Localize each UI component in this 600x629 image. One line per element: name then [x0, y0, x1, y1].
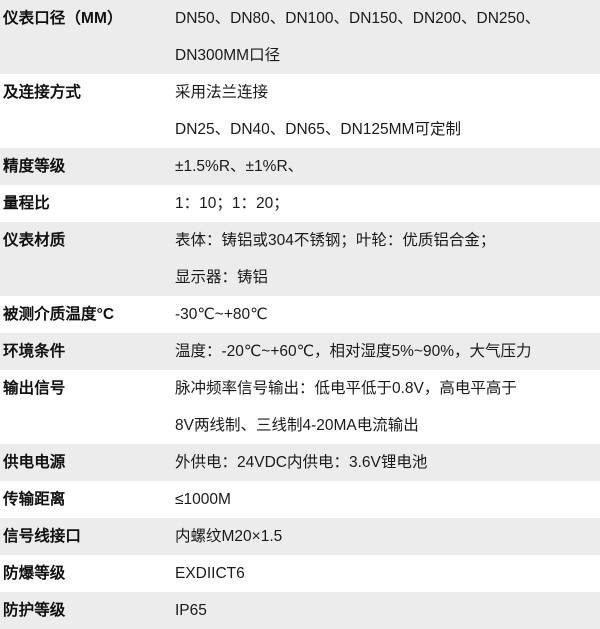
table-row: 及连接方式 采用法兰连接 DN25、DN40、DN65、DN125MM可定制 — [0, 74, 600, 148]
table-row: 输出信号 脉冲频率信号输出：低电平低于0.8V，高电平高于 8V两线制、三线制4-2… — [0, 370, 600, 444]
spec-label-cell: 信号线接口 — [3, 528, 82, 545]
spec-value-line: DN25、DN40、DN65、DN125MM可定制 — [175, 121, 461, 138]
table-row: 信号线接口 内螺纹M20×1.5 — [0, 518, 600, 555]
spec-label-cell: 输出信号 — [3, 380, 66, 397]
spec-value-line: DN300MM口径 — [175, 47, 281, 64]
spec-label-cell: 及连接方式 — [3, 84, 82, 101]
spec-value-line: ±1.5%R、±1%R、 — [175, 158, 304, 175]
spec-value-cell: IP65 — [175, 592, 600, 629]
spec-value-cell: 脉冲频率信号输出：低电平低于0.8V，高电平高于 8V两线制、三线制4-20MA电… — [175, 370, 600, 444]
table-row: 防护等级 IP65 — [0, 592, 600, 629]
spec-value-line: 1：10；1：20； — [175, 195, 289, 212]
spec-value-line: ≤1000M — [175, 491, 231, 508]
spec-value-cell: -30℃~+80℃ — [175, 296, 600, 333]
table-row: 精度等级 ±1.5%R、±1%R、 — [0, 148, 600, 185]
spec-value-cell: 外供电：24VDC内供电：3.6V锂电池 — [175, 444, 600, 481]
spec-label-cell: 防爆等级 — [3, 565, 66, 582]
table-row: 供电电源 外供电：24VDC内供电：3.6V锂电池 — [0, 444, 600, 481]
spec-label-cell: 供电电源 — [3, 454, 66, 471]
spec-value-cell: 采用法兰连接 DN25、DN40、DN65、DN125MM可定制 — [175, 74, 600, 148]
table-row: 传输距离 ≤1000M — [0, 481, 600, 518]
spec-label-cell: 防护等级 — [3, 602, 66, 619]
table-row: 仪表口径（MM） DN50、DN80、DN100、DN150、DN200、DN25… — [0, 0, 600, 74]
spec-value-line: 外供电：24VDC内供电：3.6V锂电池 — [175, 454, 428, 471]
spec-value-line: 内螺纹M20×1.5 — [175, 528, 283, 545]
spec-label-cell: 量程比 — [3, 195, 50, 212]
table-row: 防爆等级 EXDIICT6 — [0, 555, 600, 592]
spec-value-line: DN50、DN80、DN100、DN150、DN200、DN250、 — [175, 10, 541, 27]
table-row: 量程比 1：10；1：20； — [0, 185, 600, 222]
spec-label-cell: 传输距离 — [3, 491, 66, 508]
spec-value-cell: EXDIICT6 — [175, 555, 600, 592]
spec-label-cell: 仪表口径（MM） — [3, 10, 123, 27]
spec-value-cell: 内螺纹M20×1.5 — [175, 518, 600, 555]
table-row: 仪表材质 表体：铸铝或304不锈钢；叶轮：优质铝合金； 显示器：铸铝 — [0, 222, 600, 296]
spec-value-line: IP65 — [175, 602, 207, 619]
spec-value-line: 脉冲频率信号输出：低电平低于0.8V，高电平高于 — [175, 380, 517, 397]
spec-value-cell: 温度：-20℃~+60℃，相对湿度5%~90%，大气压力 — [175, 333, 600, 370]
table-row: 环境条件 温度：-20℃~+60℃，相对湿度5%~90%，大气压力 — [0, 333, 600, 370]
spec-value-cell: DN50、DN80、DN100、DN150、DN200、DN250、 DN300M… — [175, 0, 600, 74]
spec-label-cell: 仪表材质 — [3, 232, 66, 249]
spec-label-cell: 环境条件 — [3, 343, 66, 360]
spec-value-line: 8V两线制、三线制4-20MA电流输出 — [175, 417, 419, 434]
spec-label-cell: 被测介质温度°C — [3, 306, 115, 323]
spec-value-cell: ±1.5%R、±1%R、 — [175, 148, 600, 185]
spec-value-cell: ≤1000M — [175, 481, 600, 518]
spec-value-line: 采用法兰连接 — [175, 84, 269, 101]
spec-value-line: -30℃~+80℃ — [175, 306, 268, 323]
spec-label-cell: 精度等级 — [3, 158, 66, 175]
spec-value-cell: 表体：铸铝或304不锈钢；叶轮：优质铝合金； 显示器：铸铝 — [175, 222, 600, 296]
spec-value-line: EXDIICT6 — [175, 565, 245, 582]
spec-value-line: 表体：铸铝或304不锈钢；叶轮：优质铝合金； — [175, 232, 496, 249]
table-row: 被测介质温度°C -30℃~+80℃ — [0, 296, 600, 333]
spec-value-line: 温度：-20℃~+60℃，相对湿度5%~90%，大气压力 — [175, 343, 532, 360]
spec-value-line: 显示器：铸铝 — [175, 269, 269, 286]
spec-value-cell: 1：10；1：20； — [175, 185, 600, 222]
